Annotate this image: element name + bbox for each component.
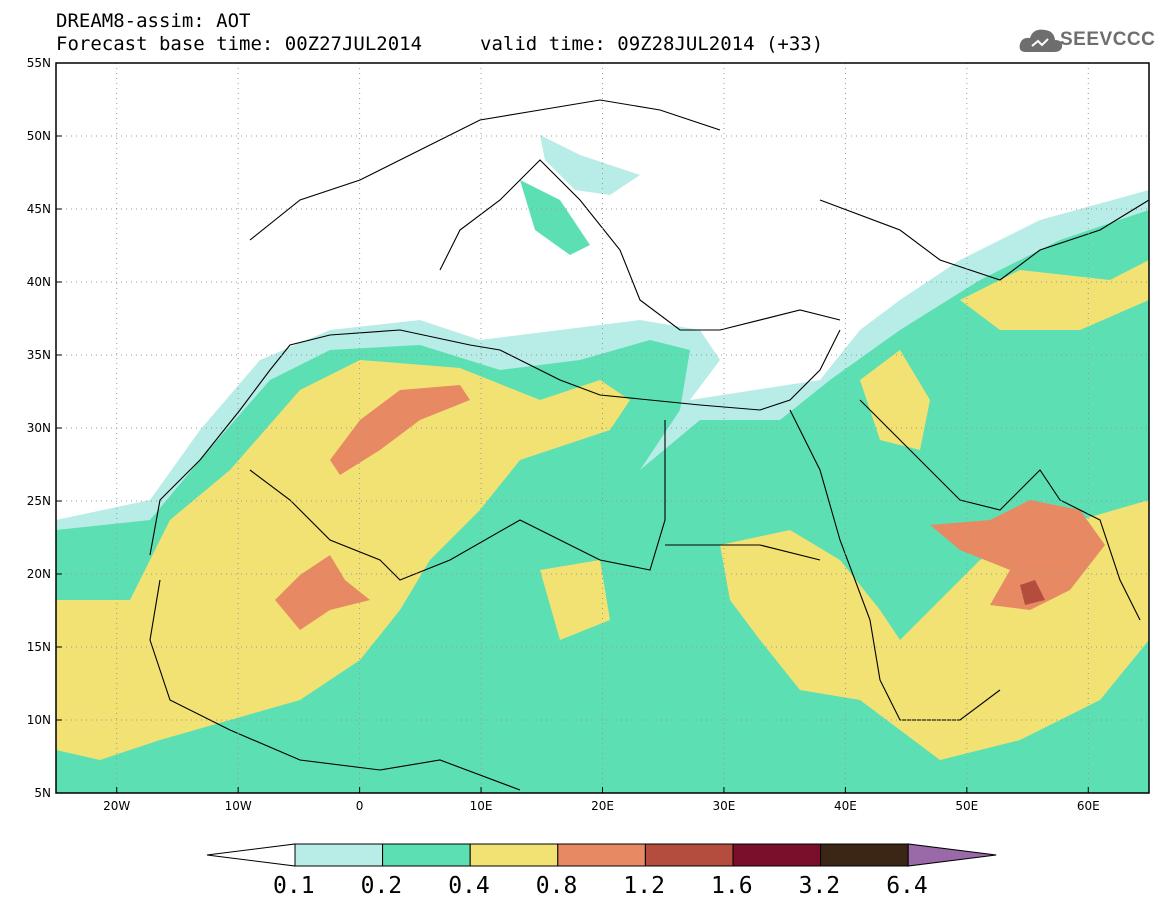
colorbar-box xyxy=(382,843,471,867)
colorbar-box xyxy=(820,843,909,867)
aot-adriatic-band xyxy=(520,180,590,255)
colorbar-min-arrow xyxy=(206,843,296,867)
lat-tick-label: 20N xyxy=(27,567,51,581)
lat-tick-label: 10N xyxy=(27,713,51,727)
lat-tick-label: 35N xyxy=(27,348,51,362)
logo-text: SEEVCCC xyxy=(1060,29,1156,50)
colorbar-label: 6.4 xyxy=(886,873,928,899)
colorbar-box xyxy=(469,843,559,867)
colorbar-box xyxy=(557,843,646,867)
lon-tick-label: 60E xyxy=(1077,799,1100,813)
lat-tick-label: 5N xyxy=(34,786,51,800)
forecast-base-time: Forecast base time: 00Z27JUL2014 xyxy=(56,33,423,55)
coastlines xyxy=(149,99,1149,791)
lat-tick-label: 30N xyxy=(27,421,51,435)
lat-tick-label: 40N xyxy=(27,275,51,289)
aot-band-0-8-arabia xyxy=(930,500,1105,610)
colorbar-label: 1.2 xyxy=(623,873,665,899)
lat-tick-label: 15N xyxy=(27,640,51,654)
lon-tick-label: 20W xyxy=(103,799,130,813)
valid-time: valid time: 09Z28JUL2014 (+33) xyxy=(480,33,824,55)
colorbar-label: 0.1 xyxy=(273,873,315,899)
map-title: DREAM8-assim: AOT xyxy=(56,10,251,32)
colorbar-label: 0.8 xyxy=(535,873,578,899)
lon-tick-label: 50E xyxy=(955,799,978,813)
colorbar-box xyxy=(294,843,384,867)
lat-tick-label: 55N xyxy=(27,56,51,70)
lat-tick-label: 50N xyxy=(27,129,51,143)
aot-band-0-8-mali xyxy=(275,555,370,630)
aot-levant-band xyxy=(860,350,930,450)
lon-tick-label: 30E xyxy=(713,799,736,813)
aot-balkans-band xyxy=(540,135,640,195)
colorbar-label: 3.2 xyxy=(798,873,841,899)
lon-tick-label: 0 xyxy=(356,799,364,813)
colorbar-box xyxy=(644,843,734,867)
cloud-icon xyxy=(1019,29,1063,52)
lon-tick-label: 10E xyxy=(470,799,493,813)
aot-chad-patch xyxy=(540,560,610,640)
colorbar-label: 1.6 xyxy=(711,873,753,899)
aot-band-1-2 xyxy=(1020,580,1045,605)
colorbar-label: 0.4 xyxy=(448,873,490,899)
aot-caspian-band xyxy=(960,260,1149,330)
lon-tick-label: 40E xyxy=(834,799,857,813)
colorbar-label: 0.2 xyxy=(360,873,403,899)
lat-tick-label: 45N xyxy=(27,202,51,216)
colorbar xyxy=(206,843,997,867)
latitude-axis: 55N 50N 45N 40N 35N 30N 25N 20N 15N 10N 5N xyxy=(27,56,62,800)
lat-tick-label: 25N xyxy=(27,494,51,508)
aot-band-0-8-sahara xyxy=(330,385,470,475)
colorbar-box xyxy=(732,843,822,867)
lon-tick-label: 20E xyxy=(591,799,614,813)
aot-band-0-4 xyxy=(56,360,630,760)
graticule xyxy=(56,63,1149,793)
lon-tick-label: 10W xyxy=(225,799,252,813)
colorbar-max-arrow xyxy=(907,843,997,867)
longitude-axis: 20W 10W 0 10E 20E 30E 40E 50E 60E xyxy=(103,787,1100,813)
